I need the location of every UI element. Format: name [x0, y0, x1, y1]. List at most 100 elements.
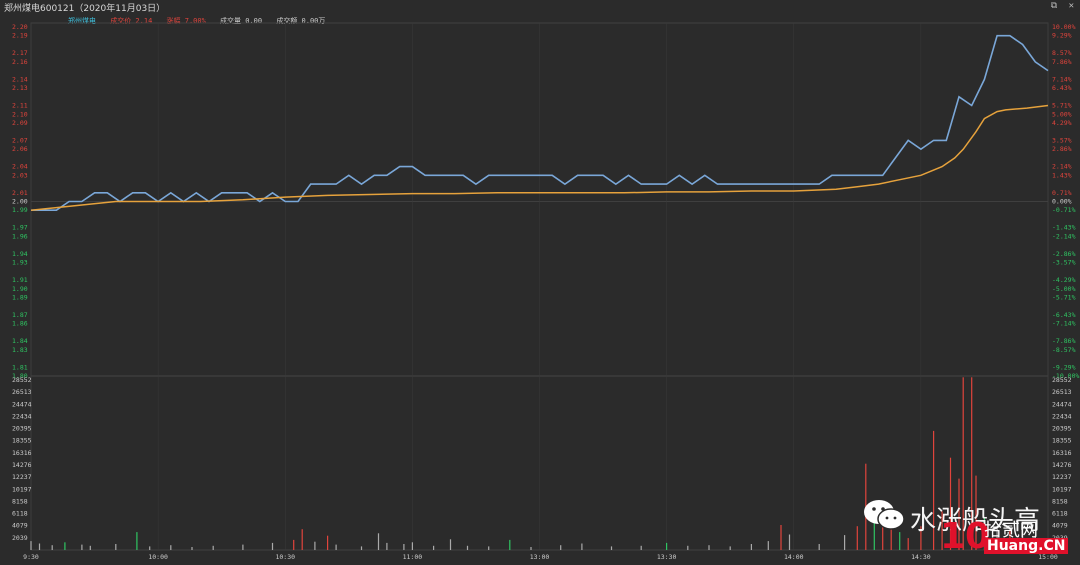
volume-bar: [687, 545, 689, 550]
price-tick-label: 2.03: [12, 171, 28, 179]
volume-bar: [750, 544, 752, 550]
volume-tick-label-right: 24474: [1052, 400, 1072, 408]
volume-bar: [242, 544, 244, 550]
stock-name: 郑州煤电: [68, 17, 96, 25]
restore-icon[interactable]: ⧉: [1050, 1, 1058, 11]
volume-bar: [335, 544, 337, 550]
percent-tick-label: -7.86%: [1052, 337, 1076, 345]
volume-tick-label-right: 12237: [1052, 473, 1072, 481]
price-tick-label: 2.16: [12, 58, 28, 66]
volume-bar: [581, 543, 583, 550]
volume-bar: [271, 542, 274, 550]
price-tick-label: 1.81: [12, 363, 28, 371]
price-tick-label: 1.99: [12, 206, 28, 214]
price-label: 成交价 2.14: [110, 17, 153, 25]
close-icon[interactable]: ✕: [1068, 1, 1074, 11]
percent-tick-label: -0.71%: [1052, 206, 1076, 214]
volume-bar: [38, 543, 41, 550]
price-tick-label: 1.94: [12, 250, 28, 258]
volume-bar: [89, 545, 91, 550]
volume-axis-left: 28552 26513 24474 22434 20395 18355 16316 14276…: [12, 376, 32, 542]
volume-bar: [666, 542, 668, 550]
watermark-text: 水涨船头高: [910, 506, 1041, 536]
volume-bar: [51, 545, 53, 550]
volume-bar: [640, 545, 642, 550]
volume-bar: [509, 539, 511, 550]
volume-bar: [941, 511, 943, 550]
price-tick-label: 2.09: [12, 119, 28, 127]
price-tick-label: 1.90: [12, 285, 28, 293]
chart-grid: [30, 22, 1049, 551]
volume-bar: [780, 525, 782, 550]
volume-bar: [560, 545, 562, 550]
price-tick-label: 2.11: [12, 102, 28, 110]
volume-bar: [488, 546, 490, 550]
volume-bar: [64, 542, 66, 550]
volume-bar: [958, 478, 960, 550]
volume-tick-label-right: 8158: [1052, 497, 1068, 505]
price-axis-left: 2.202.19 2.172.16 2.142.13 2.112.102.09 2.07…: [12, 23, 28, 380]
price-tick-label: 2.01: [12, 189, 28, 197]
percent-tick-label: 3.57%: [1052, 136, 1072, 144]
volume-bar: [466, 545, 469, 550]
volume-bar: [708, 545, 710, 550]
volume-bar: [767, 541, 769, 550]
volume-tick-label: 26513: [12, 388, 32, 396]
volume-bar: [975, 475, 977, 550]
volume-tick-label-right: 6118: [1052, 510, 1068, 518]
time-tick-label: 14:00: [784, 553, 804, 561]
price-tick-label: 1.80: [12, 372, 28, 380]
percent-tick-label: 5.71%: [1052, 102, 1072, 110]
volume-bar: [212, 545, 214, 550]
change-label: 涨幅 7.00%: [166, 17, 206, 25]
volume-tick-label: 4079: [12, 522, 28, 530]
percent-tick-label: 7.14%: [1052, 75, 1072, 83]
percent-tick-label: -7.14%: [1052, 320, 1076, 328]
percent-tick-label: 4.29%: [1052, 119, 1072, 127]
percent-tick-label: 2.14%: [1052, 163, 1072, 171]
price-tick-label: 1.87: [12, 311, 28, 319]
price-tick-label: 2.20: [12, 23, 28, 31]
price-tick-label: 2.17: [12, 49, 28, 57]
volume-tick-label: 22434: [12, 412, 32, 420]
price-tick-label: 2.04: [12, 163, 28, 171]
percent-tick-label: 2.86%: [1052, 145, 1072, 153]
volume-bar: [788, 534, 791, 550]
volume-tick-label-right: 18355: [1052, 437, 1072, 445]
volume-tick-label: 16316: [12, 449, 32, 457]
price-tick-label: 2.00: [12, 198, 28, 206]
volume-bar: [873, 508, 875, 550]
volume-bar: [920, 526, 922, 550]
volume-bar: [386, 542, 388, 550]
volume-bar: [933, 430, 935, 550]
percent-tick-label: -2.86%: [1052, 250, 1076, 258]
volume-bar: [411, 542, 413, 550]
volume-tick-label-right: 4079: [1052, 522, 1068, 530]
volume-bar: [983, 517, 985, 550]
volume-tick-label: 10197: [12, 485, 32, 493]
time-tick-label: 15:00: [1038, 553, 1058, 561]
volume-bar: [136, 532, 138, 550]
percent-tick-label: -10.00%: [1052, 372, 1079, 380]
percent-tick-label: 8.57%: [1052, 49, 1072, 57]
volume-bar: [530, 547, 532, 550]
percent-tick-label: 10.00%: [1052, 23, 1076, 31]
percent-tick-label: -5.00%: [1052, 285, 1076, 293]
volume-tick-label: 8158: [12, 497, 28, 505]
percent-tick-label: 6.43%: [1052, 84, 1072, 92]
quote-info-bar: 郑州煤电 成交价 2.14 涨幅 7.00% 成交量 0.00 成交额 0.00…: [68, 16, 335, 26]
volume-bar: [314, 541, 316, 550]
volume-tick-label-right: 26513: [1052, 388, 1072, 396]
volume-tick-label-right: 22434: [1052, 412, 1072, 420]
price-tick-label: 2.13: [12, 84, 28, 92]
time-tick-label: 13:30: [657, 553, 677, 561]
volume-bar: [360, 546, 363, 550]
time-tick-label: 14:30: [911, 553, 931, 561]
amount-label: 成交额 0.00万: [276, 17, 326, 25]
logo-chinese: 拾贰网: [984, 520, 1038, 541]
volume-bar: [610, 546, 613, 550]
volume-bar: [191, 547, 193, 550]
volume-tick-label-right: 28552: [1052, 376, 1072, 384]
volume-bar: [856, 526, 858, 550]
price-lines: [30, 34, 1049, 211]
